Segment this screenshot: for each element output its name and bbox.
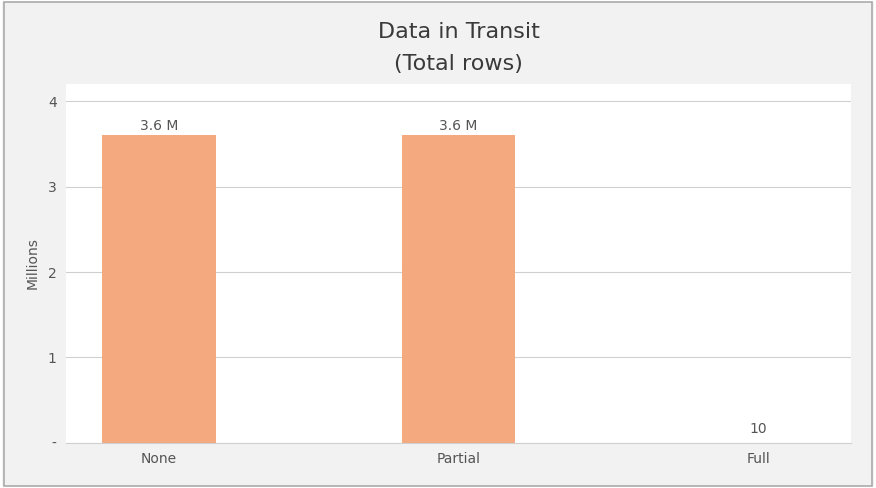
Text: 3.6 M: 3.6 M [140,119,178,133]
Bar [401,136,515,443]
Text: 10: 10 [749,422,766,436]
Text: 3.6 M: 3.6 M [439,119,477,133]
Title: Data in Transit
(Total rows): Data in Transit (Total rows) [378,21,540,74]
Bar [102,136,215,443]
Y-axis label: Millions: Millions [25,238,39,289]
